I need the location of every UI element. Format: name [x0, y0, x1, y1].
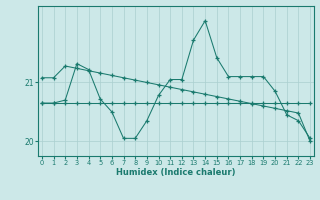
X-axis label: Humidex (Indice chaleur): Humidex (Indice chaleur)	[116, 168, 236, 177]
